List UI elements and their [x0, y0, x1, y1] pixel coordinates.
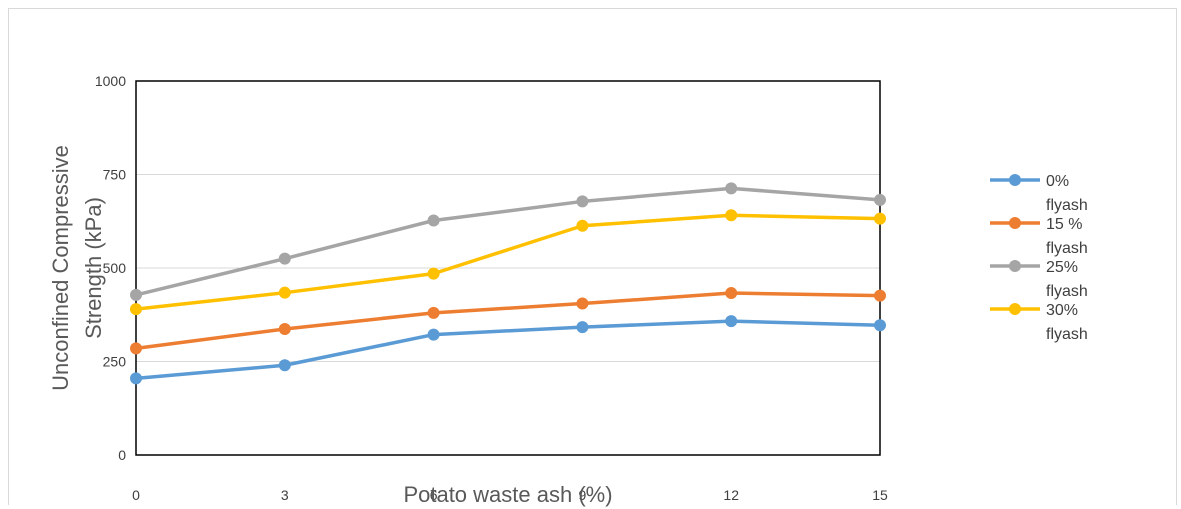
x-tick-label: 0 — [132, 487, 140, 503]
y-tick-label: 250 — [103, 354, 127, 370]
data-point — [427, 267, 440, 280]
x-tick-label: 6 — [430, 487, 438, 503]
legend-label-line2: flyash — [1046, 197, 1088, 214]
x-tick-label: 15 — [872, 487, 888, 503]
x-tick-label: 9 — [579, 487, 587, 503]
y-tick-label: 750 — [103, 167, 127, 183]
data-point — [576, 297, 589, 310]
legend-label: 25% — [1046, 259, 1078, 276]
data-point — [130, 342, 142, 355]
data-point — [427, 328, 440, 341]
y-axis-title-line2: Strength (kPa) — [81, 197, 106, 339]
data-point — [130, 288, 142, 301]
legend-marker — [1009, 174, 1021, 186]
data-point — [874, 212, 886, 225]
data-point — [725, 287, 738, 300]
data-point — [130, 372, 142, 385]
data-point — [278, 322, 291, 335]
data-point — [576, 321, 589, 334]
data-point — [874, 193, 886, 206]
data-point — [130, 303, 142, 316]
gridlines — [136, 174, 880, 362]
x-axis-title: Potato waste ash (%) — [403, 482, 612, 507]
data-point — [278, 286, 291, 299]
data-point — [427, 306, 440, 319]
data-point — [725, 182, 738, 195]
data-point — [278, 359, 291, 372]
legend-label-line2: flyash — [1046, 326, 1088, 343]
series-line — [135, 213, 881, 311]
legend-marker — [1009, 260, 1021, 272]
plot-area — [135, 80, 881, 456]
legend-marker — [1009, 303, 1021, 315]
legend-label-line2: flyash — [1046, 240, 1088, 257]
legend-label: 0% — [1046, 173, 1069, 190]
legend-marker — [1009, 217, 1021, 229]
y-tick-label: 1000 — [95, 73, 126, 89]
legend-label: 15 % — [1046, 216, 1082, 233]
data-point — [874, 319, 886, 332]
x-tick-labels: 0 3 6 9 12 15 — [132, 487, 888, 503]
data-point — [576, 219, 589, 232]
legend: 0% flyash 15 % flyash 25% flyash 30% flyash — [990, 173, 1088, 343]
y-tick-label: 0 — [118, 447, 126, 463]
data-point — [278, 252, 291, 265]
y-axis-title: Unconfined Compressive — [48, 145, 73, 391]
data-point — [576, 195, 589, 208]
series-lines — [130, 182, 886, 385]
chart-frame — [8, 8, 1177, 505]
y-tick-label: 500 — [103, 260, 127, 276]
data-point — [725, 209, 738, 222]
x-tick-label: 3 — [281, 487, 289, 503]
data-point — [874, 289, 886, 302]
x-tick-label: 12 — [723, 487, 739, 503]
series-line — [135, 319, 881, 381]
legend-label-line2: flyash — [1046, 283, 1088, 300]
y-tick-labels: 0 250 500 750 1000 — [95, 73, 126, 463]
legend-label: 30% — [1046, 302, 1078, 319]
data-point — [427, 214, 440, 227]
data-point — [725, 315, 738, 328]
series-line — [135, 291, 881, 351]
series-line — [135, 186, 881, 297]
